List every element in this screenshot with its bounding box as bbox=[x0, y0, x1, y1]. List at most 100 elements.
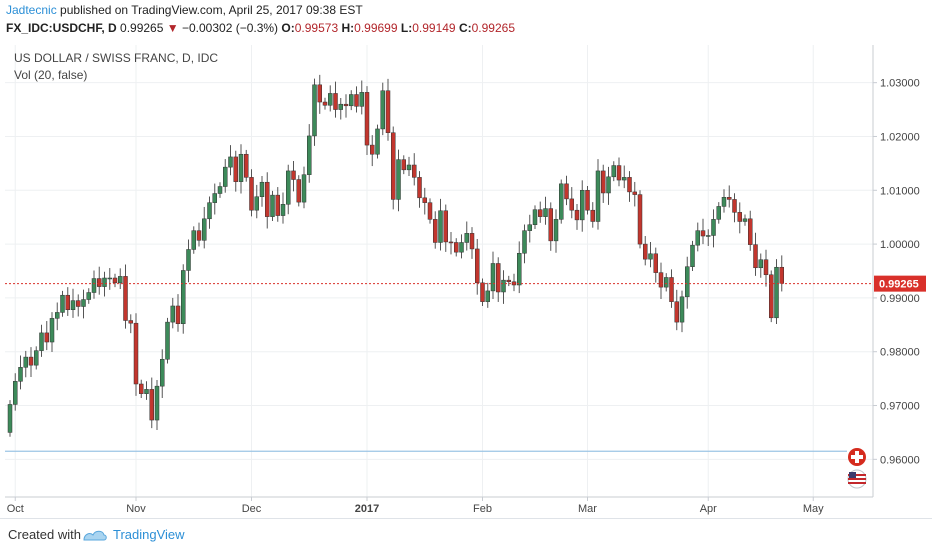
candle-up bbox=[359, 92, 364, 107]
candle-down bbox=[123, 276, 128, 321]
candle-down bbox=[417, 177, 422, 199]
candles bbox=[7, 74, 784, 437]
candle-down bbox=[469, 233, 475, 250]
candle-down bbox=[233, 156, 238, 182]
candle-up bbox=[270, 194, 275, 217]
candle-up bbox=[742, 218, 748, 222]
candle-up bbox=[711, 219, 716, 236]
price-label-box bbox=[874, 275, 926, 292]
candle-up bbox=[375, 128, 380, 155]
candle-down bbox=[616, 165, 622, 181]
candle-down bbox=[443, 210, 448, 243]
chart-area[interactable]: 0.96000 0.97000 0.98000 0.99000 1.00000 1.010… bbox=[5, 45, 926, 517]
candle-down bbox=[244, 153, 249, 178]
candle-up bbox=[81, 299, 86, 307]
candle-down bbox=[291, 170, 296, 180]
candle-down bbox=[674, 301, 679, 323]
x-tick-label: Feb bbox=[473, 503, 492, 515]
candle-down bbox=[653, 253, 658, 273]
candle-down bbox=[385, 90, 391, 133]
candle-down bbox=[28, 356, 34, 366]
candle-down bbox=[658, 272, 664, 288]
candle-up bbox=[517, 252, 522, 286]
candle-up bbox=[165, 321, 170, 360]
x-tick-label: Oct bbox=[7, 503, 24, 515]
legend-volume: Vol (20, false) bbox=[14, 68, 87, 82]
candle-up bbox=[154, 385, 160, 421]
candle-up bbox=[217, 186, 223, 194]
legend-title: US DOLLAR / SWISS FRANC, D, IDC bbox=[14, 51, 218, 65]
axes: 0.96000 0.97000 0.98000 0.99000 1.00000 1.010… bbox=[5, 45, 920, 515]
candle-down bbox=[574, 209, 580, 221]
candle-up bbox=[70, 300, 76, 310]
candle-up bbox=[695, 230, 700, 246]
candle-down bbox=[564, 183, 569, 200]
candle-up bbox=[464, 233, 469, 243]
candle-down bbox=[317, 84, 322, 103]
candle-up bbox=[774, 266, 779, 319]
x-tick-label: Apr bbox=[700, 503, 717, 515]
y-tick-label: 1.00000 bbox=[880, 239, 920, 251]
last-price: 0.99265 bbox=[120, 21, 164, 35]
candle-down bbox=[779, 266, 784, 284]
candle-down bbox=[76, 300, 81, 307]
candle-up bbox=[758, 259, 763, 269]
candle-up bbox=[490, 263, 496, 292]
candle-down bbox=[97, 278, 102, 287]
candle-down bbox=[590, 209, 595, 222]
candle-up bbox=[118, 276, 123, 284]
candle-up bbox=[23, 356, 28, 368]
candle-up bbox=[238, 153, 244, 182]
candle-down bbox=[643, 243, 648, 260]
candle-down bbox=[275, 194, 280, 216]
candle-up bbox=[349, 94, 354, 107]
candle-down bbox=[506, 279, 511, 283]
candle-up bbox=[286, 170, 291, 205]
currency-flags-icon bbox=[847, 448, 867, 489]
x-tick-label: 2017 bbox=[355, 503, 379, 515]
candle-up bbox=[191, 230, 196, 250]
y-tick-label: 1.03000 bbox=[880, 78, 920, 90]
candle-down bbox=[65, 294, 70, 310]
ohlc-bar: FX_IDC:USDCHF, D 0.99265 ▼ −0.00302 (−0.… bbox=[6, 21, 515, 35]
high-label: H: bbox=[341, 21, 355, 35]
price-change: −0.00302 (−0.3%) bbox=[181, 21, 279, 35]
tradingview-logo-icon[interactable] bbox=[82, 528, 108, 542]
candle-up bbox=[690, 244, 695, 267]
price-chart[interactable]: 0.96000 0.97000 0.98000 0.99000 1.00000 1.010… bbox=[5, 45, 926, 517]
candle-up bbox=[611, 165, 616, 178]
candle-down bbox=[700, 230, 706, 237]
candle-up bbox=[721, 197, 727, 207]
candle-up bbox=[501, 279, 506, 293]
candle-up bbox=[559, 183, 564, 220]
author-link[interactable]: Jadtecnic bbox=[6, 3, 57, 17]
candle-up bbox=[307, 135, 312, 175]
candle-down bbox=[632, 191, 637, 195]
candle-down bbox=[139, 383, 144, 394]
candle-up bbox=[212, 193, 217, 203]
open-label: O: bbox=[281, 21, 295, 35]
candle-up bbox=[679, 296, 685, 323]
candle-down bbox=[763, 259, 769, 276]
candle-up bbox=[202, 218, 207, 241]
candle-down bbox=[44, 332, 49, 343]
candle-up bbox=[18, 367, 23, 382]
candle-down bbox=[133, 322, 139, 385]
candle-up bbox=[223, 166, 228, 187]
candle-down bbox=[422, 197, 427, 203]
y-tick-label: 0.99000 bbox=[880, 293, 920, 305]
y-tick-label: 1.01000 bbox=[880, 185, 920, 197]
low-value: 0.99149 bbox=[412, 21, 456, 35]
candle-up bbox=[280, 204, 286, 216]
candle-up bbox=[664, 277, 669, 288]
candle-up bbox=[580, 190, 585, 221]
candle-up bbox=[595, 170, 601, 222]
candle-down bbox=[391, 132, 396, 200]
open-value: 0.99573 bbox=[294, 21, 339, 35]
candle-up bbox=[102, 277, 107, 287]
tradingview-link[interactable]: TradingView bbox=[113, 527, 185, 542]
created-with-text: Created with bbox=[8, 527, 81, 542]
grid-lines bbox=[5, 45, 873, 497]
candle-up bbox=[207, 202, 212, 220]
candle-down bbox=[112, 277, 118, 284]
